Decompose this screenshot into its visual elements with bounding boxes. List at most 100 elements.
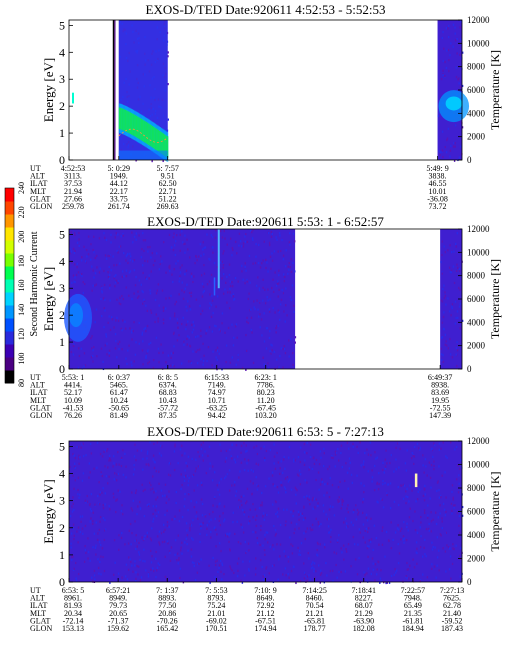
spectrogram-speckle xyxy=(120,235,122,238)
spectrogram-speckle xyxy=(459,557,462,561)
spectrogram-speckle xyxy=(363,466,365,469)
spectrogram-speckle xyxy=(172,280,174,284)
spectrogram-speckle xyxy=(98,271,101,274)
spectrogram-speckle xyxy=(231,281,233,284)
spectrogram-speckle xyxy=(433,442,435,445)
spectrogram-speckle xyxy=(451,509,453,513)
spectrogram-speckle xyxy=(293,460,295,463)
spectrogram-speckle xyxy=(148,360,151,364)
spectrogram-speckle xyxy=(202,441,205,444)
spectrogram-speckle xyxy=(151,159,153,163)
spectrogram-speckle xyxy=(384,467,387,470)
spectrogram-speckle xyxy=(303,562,305,565)
spectrogram-speckle xyxy=(92,360,94,363)
spectrogram-speckle xyxy=(300,512,302,515)
spectrogram-speckle xyxy=(228,263,231,266)
spectrogram-speckle xyxy=(165,297,167,300)
spectrogram-speckle xyxy=(263,240,265,243)
spectrogram-speckle xyxy=(263,456,266,460)
spectrogram-speckle xyxy=(452,265,455,268)
spectrogram-speckle xyxy=(152,512,154,516)
spectrogram-speckle xyxy=(366,448,368,451)
spectrogram-speckle xyxy=(162,159,164,163)
spectrogram-speckle xyxy=(119,296,121,299)
spectrogram-speckle xyxy=(437,114,440,118)
spectrogram-speckle xyxy=(316,548,318,552)
spectrogram-speckle xyxy=(74,466,76,469)
spectrogram-speckle xyxy=(112,465,114,468)
data-edge-stripe xyxy=(114,20,116,160)
spectrogram-speckle xyxy=(252,530,254,534)
spectrogram-speckle xyxy=(77,457,80,460)
spectrogram-speckle xyxy=(395,446,397,449)
spectrogram-speckle xyxy=(275,284,278,287)
spectrogram-speckle xyxy=(438,150,441,153)
band-core xyxy=(140,118,143,141)
spectrogram-speckle xyxy=(439,494,442,497)
spectrogram-speckle xyxy=(103,232,105,235)
band-core xyxy=(150,125,153,147)
spectrogram-speckle xyxy=(452,45,454,48)
spectrogram-speckle xyxy=(457,286,460,290)
spectrogram-speckle xyxy=(93,569,96,573)
spectrogram-speckle xyxy=(277,324,279,327)
spectrogram-speckle xyxy=(412,558,414,561)
spectrogram-speckle xyxy=(283,275,286,279)
spectrogram-speckle xyxy=(183,242,185,246)
spectrogram-speckle xyxy=(279,523,282,527)
spectrogram-speckle xyxy=(135,547,137,551)
spectrogram-speckle xyxy=(203,246,205,249)
spectrogram-speckle xyxy=(76,262,79,265)
spectrogram-speckle xyxy=(405,469,408,472)
spectrogram-speckle xyxy=(269,448,272,452)
spectrogram-speckle xyxy=(371,476,374,479)
spectrogram-speckle xyxy=(101,455,104,458)
spectrogram-speckle xyxy=(284,567,287,570)
spectrogram-speckle xyxy=(211,294,213,297)
spectrogram-speckle xyxy=(447,35,450,39)
spectrogram-speckle xyxy=(454,145,456,148)
spectrogram-speckle xyxy=(305,576,308,579)
orbit-value-ut: 5: 7:57 xyxy=(156,164,178,173)
spectrogram-speckle xyxy=(293,310,295,314)
spectrogram-speckle xyxy=(344,517,347,520)
spectrogram-speckle xyxy=(267,366,270,370)
spectrogram-speckle xyxy=(262,544,264,547)
spectrogram-speckle xyxy=(242,278,244,281)
spectrogram-speckle xyxy=(231,484,233,487)
spectrogram-speckle xyxy=(143,249,145,252)
spectrogram-speckle xyxy=(174,517,176,520)
spectrogram-speckle xyxy=(190,537,193,540)
spectrogram-speckle xyxy=(257,308,259,311)
spectrogram-speckle xyxy=(348,447,350,450)
spectrogram-speckle xyxy=(98,237,101,240)
spectrogram-speckle xyxy=(382,483,384,486)
spectrogram-speckle xyxy=(277,309,280,312)
spectrogram-speckle xyxy=(426,516,429,519)
spectrogram-speckle xyxy=(229,280,232,283)
spectrogram-speckle xyxy=(199,540,201,544)
spectrogram-speckle xyxy=(336,576,338,579)
spectrogram-speckle xyxy=(286,476,289,479)
orbit-value-mlt: 21.21 xyxy=(306,609,324,618)
spectrogram-speckle xyxy=(289,243,291,246)
spectrogram-speckle xyxy=(204,246,207,249)
spectrogram-speckle xyxy=(257,243,260,247)
spectrogram-speckle xyxy=(440,534,442,537)
orbit-row-label: UT xyxy=(30,586,41,595)
spectrogram-speckle xyxy=(80,272,83,276)
spectrogram-speckle xyxy=(446,137,449,140)
spectrogram-speckle xyxy=(142,363,144,366)
orbit-row-label: GLAT xyxy=(30,194,51,203)
spectrogram-speckle xyxy=(84,364,87,367)
spectrogram-speckle xyxy=(119,490,121,493)
spectrogram-speckle xyxy=(290,543,292,546)
spectrogram-speckle xyxy=(152,264,155,267)
spectrogram-speckle xyxy=(451,490,453,494)
spectrogram-speckle xyxy=(217,488,219,491)
spectrogram-speckle xyxy=(441,150,443,153)
band-core xyxy=(120,107,122,130)
spectrogram-speckle xyxy=(115,463,118,466)
spectrogram-speckle xyxy=(83,365,85,368)
spectrogram-speckle xyxy=(269,330,271,333)
